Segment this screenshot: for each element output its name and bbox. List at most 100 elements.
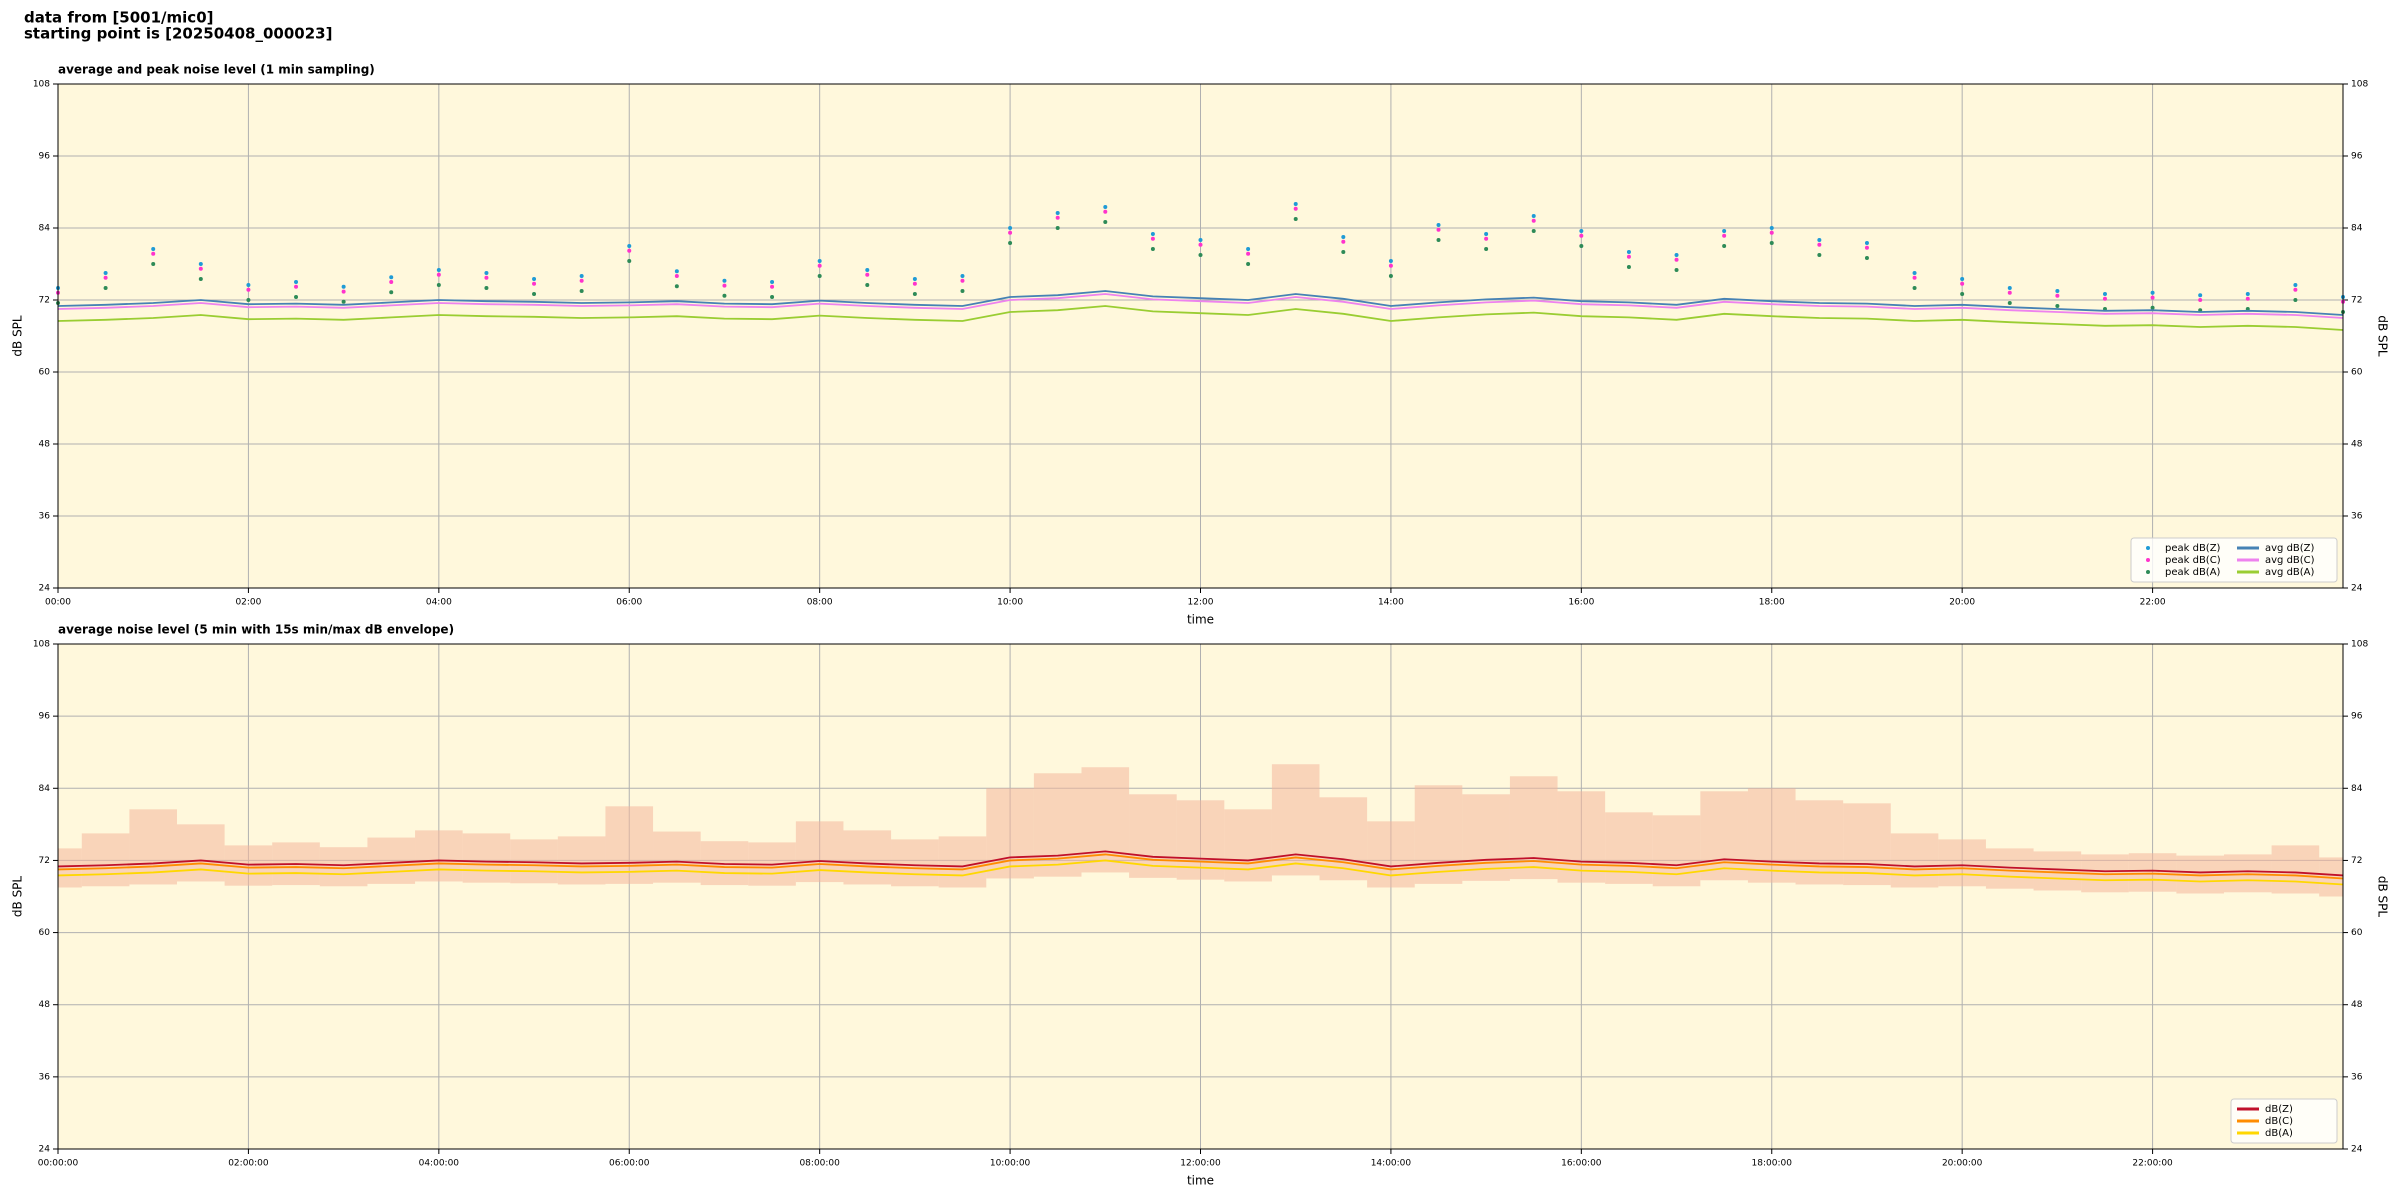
peak-point bbox=[579, 289, 584, 293]
envelope-band bbox=[1890, 833, 1939, 888]
peak-point bbox=[2198, 298, 2203, 302]
y-tick-label: 84 bbox=[2351, 784, 2363, 794]
peak-point bbox=[103, 275, 108, 280]
peak-point bbox=[1579, 229, 1584, 233]
peak-point bbox=[1008, 241, 1013, 245]
peak-point bbox=[484, 275, 489, 280]
x-tick-label: 18:00 bbox=[1759, 598, 1785, 608]
y-tick-label: 36 bbox=[2351, 1072, 2363, 1082]
peak-point bbox=[1198, 238, 1203, 242]
peak-point bbox=[341, 284, 346, 289]
peak-point bbox=[532, 292, 537, 296]
envelope-band bbox=[653, 831, 701, 883]
peak-point bbox=[770, 280, 775, 284]
peak-point bbox=[960, 274, 965, 278]
peak-point bbox=[1817, 253, 1822, 257]
peak-point bbox=[1484, 247, 1489, 251]
peak-point bbox=[1436, 238, 1441, 242]
y-tick-label: 96 bbox=[39, 712, 51, 722]
peak-point bbox=[674, 274, 679, 278]
peak-point bbox=[151, 247, 156, 251]
peak-point bbox=[865, 283, 870, 287]
y-tick-label: 108 bbox=[2351, 640, 2368, 650]
y-tick-label: 24 bbox=[2351, 1145, 2363, 1155]
x-tick-label: 00:00:00 bbox=[38, 1159, 79, 1169]
peak-point bbox=[579, 274, 584, 278]
legend-marker bbox=[2146, 546, 2150, 550]
peak-point bbox=[817, 263, 822, 268]
y-tick-label: 24 bbox=[2351, 584, 2363, 594]
y-tick-label: 36 bbox=[39, 1072, 51, 1082]
x-tick-label: 02:00:00 bbox=[228, 1159, 269, 1169]
peak-point bbox=[532, 281, 537, 286]
y-axis-label: dB SPL bbox=[2376, 876, 2390, 918]
peak-point bbox=[2293, 283, 2298, 287]
peak-point bbox=[1293, 202, 1298, 206]
envelope-band bbox=[843, 830, 892, 885]
y-tick-label: 48 bbox=[39, 1000, 51, 1010]
envelope-band bbox=[557, 836, 606, 885]
peak-point bbox=[1531, 229, 1536, 233]
x-tick-label: 16:00 bbox=[1568, 598, 1594, 608]
x-tick-label: 00:00 bbox=[45, 598, 71, 608]
peak-point bbox=[1008, 226, 1013, 230]
peak-point bbox=[2150, 295, 2155, 300]
peak-point bbox=[151, 251, 156, 256]
peak-point bbox=[1388, 274, 1393, 278]
peak-point bbox=[1817, 238, 1822, 242]
peak-point bbox=[341, 289, 346, 294]
peak-point bbox=[389, 280, 394, 284]
envelope-band bbox=[1414, 785, 1463, 884]
y-axis-label: dB SPL bbox=[11, 315, 25, 357]
y-tick-label: 72 bbox=[39, 856, 50, 866]
peak-point bbox=[817, 259, 822, 263]
peak-point bbox=[1674, 257, 1679, 262]
legend-label: dB(C) bbox=[2265, 1116, 2293, 1127]
x-tick-label: 16:00:00 bbox=[1561, 1159, 1602, 1169]
y-tick-label: 72 bbox=[2351, 296, 2362, 306]
legend-label: peak dB(Z) bbox=[2165, 543, 2221, 554]
peak-point bbox=[1960, 281, 1965, 286]
peak-point bbox=[1293, 206, 1298, 211]
peak-point bbox=[294, 280, 299, 284]
peak-point bbox=[1198, 253, 1203, 257]
peak-point bbox=[1341, 235, 1346, 239]
series-line bbox=[57, 850, 2344, 877]
series-line bbox=[57, 305, 2344, 331]
y-tick-label: 24 bbox=[39, 584, 51, 594]
x-axis-label: time bbox=[1187, 613, 1214, 627]
y-tick-label: 108 bbox=[2351, 80, 2368, 90]
plot-frame bbox=[57, 83, 2344, 589]
peak-point bbox=[722, 293, 727, 298]
peak-point bbox=[1817, 242, 1822, 247]
envelope-band bbox=[2271, 845, 2320, 894]
peak-point bbox=[1626, 265, 1631, 269]
x-axis-label: time bbox=[1187, 1174, 1214, 1188]
peak-point bbox=[246, 287, 251, 292]
peak-point bbox=[912, 292, 917, 296]
y-tick-label: 84 bbox=[2351, 224, 2363, 234]
peak-point bbox=[1246, 251, 1251, 256]
peak-point bbox=[674, 284, 679, 289]
peak-point bbox=[1436, 227, 1441, 232]
peak-point bbox=[912, 281, 917, 286]
peak-point bbox=[1293, 217, 1298, 221]
peak-point bbox=[532, 277, 537, 281]
x-tick-label: 12:00:00 bbox=[1180, 1159, 1221, 1169]
peak-point bbox=[865, 268, 870, 272]
peak-point bbox=[1769, 241, 1774, 245]
y-tick-label: 48 bbox=[39, 440, 51, 450]
peak-point bbox=[389, 275, 394, 280]
envelope-band bbox=[1224, 809, 1272, 882]
peak-point bbox=[2245, 292, 2250, 296]
legend-label: avg dB(C) bbox=[2265, 555, 2315, 566]
envelope-band bbox=[367, 837, 416, 884]
peak-point bbox=[674, 269, 679, 274]
legend-marker bbox=[2146, 558, 2150, 562]
peak-point bbox=[2102, 296, 2107, 301]
legend-label: dB(A) bbox=[2265, 1128, 2293, 1139]
header-line: data from [5001/mic0] bbox=[24, 9, 214, 27]
x-tick-label: 02:00 bbox=[235, 598, 261, 608]
peak-point bbox=[436, 283, 441, 287]
peak-point bbox=[1103, 205, 1108, 209]
